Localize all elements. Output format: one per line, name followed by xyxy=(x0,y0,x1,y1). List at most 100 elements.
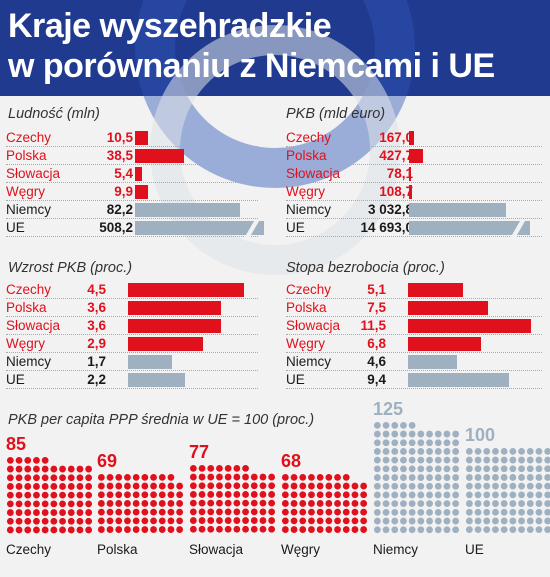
category-label: Węgry xyxy=(286,336,326,351)
dot xyxy=(452,491,460,499)
dot xyxy=(41,465,49,473)
dot xyxy=(250,526,258,534)
dot xyxy=(544,517,550,525)
bar xyxy=(128,355,172,369)
dot xyxy=(526,500,534,507)
category-label: Niemcy xyxy=(286,202,332,217)
ppp-category-label: UE xyxy=(465,542,484,557)
bar-row: Węgry 9,9 xyxy=(6,183,258,201)
dot xyxy=(281,508,289,516)
dot xyxy=(434,430,442,438)
dot xyxy=(334,491,341,499)
row-divider xyxy=(286,164,542,165)
bar xyxy=(408,301,489,315)
dot xyxy=(299,508,307,516)
dot xyxy=(41,482,49,490)
dot xyxy=(67,508,75,516)
dot xyxy=(400,491,407,499)
dot xyxy=(465,447,473,455)
value-label: 3,6 xyxy=(87,318,106,333)
dot xyxy=(373,474,381,481)
value-label: 9,4 xyxy=(367,372,386,387)
dot xyxy=(535,465,543,473)
dot xyxy=(474,474,482,481)
chart-wzrost: Czechy 4,5 Polska 3,6 Słowacja 3,6 Węgry 2,9 Nie… xyxy=(6,281,258,389)
dot xyxy=(316,474,324,481)
row-divider xyxy=(286,298,542,299)
dot xyxy=(115,508,123,516)
dot-grid xyxy=(281,474,368,534)
ppp-value: 69 xyxy=(97,451,118,472)
bar xyxy=(408,319,531,333)
dot xyxy=(373,482,381,490)
dot xyxy=(391,491,399,499)
dot xyxy=(158,508,166,516)
dot xyxy=(50,482,58,490)
dot xyxy=(59,465,66,473)
dot xyxy=(417,447,425,455)
dot xyxy=(281,517,289,525)
dot xyxy=(290,474,298,481)
dot xyxy=(465,517,473,525)
dot xyxy=(150,491,157,499)
dot xyxy=(452,430,460,438)
dot xyxy=(483,508,491,516)
bar xyxy=(408,373,509,387)
dot xyxy=(544,482,550,490)
dot xyxy=(544,508,550,516)
dot xyxy=(67,491,75,499)
dot xyxy=(67,482,75,490)
dot xyxy=(33,508,40,516)
dot xyxy=(509,456,517,464)
dot xyxy=(158,491,166,499)
dot xyxy=(518,447,525,455)
dot xyxy=(334,526,341,534)
dot xyxy=(50,491,58,499)
dot xyxy=(400,508,407,516)
dot xyxy=(299,500,307,507)
panel-title-ppp: PKB per capita PPP średnia w UE = 100 (p… xyxy=(8,412,315,428)
dot xyxy=(290,500,298,507)
bar-row: Węgry 6,8 xyxy=(286,335,542,353)
dot xyxy=(509,482,517,490)
dot xyxy=(544,526,550,534)
value-label: 108,7 xyxy=(379,184,413,199)
dot xyxy=(535,517,543,525)
dot xyxy=(216,500,223,507)
dot xyxy=(452,500,460,507)
dot xyxy=(41,508,49,516)
dot xyxy=(207,474,215,481)
value-label: 6,8 xyxy=(367,336,386,351)
dot xyxy=(391,482,399,490)
dot xyxy=(351,482,359,490)
category-label: Słowacja xyxy=(286,318,341,333)
dot xyxy=(6,500,14,507)
page-title-line2: w porównaniu z Niemcami i UE xyxy=(8,47,495,85)
dot xyxy=(500,456,508,464)
value-label: 427,7 xyxy=(379,148,413,163)
value-label: 508,2 xyxy=(99,220,133,235)
value-label: 2,2 xyxy=(87,372,106,387)
dot xyxy=(33,465,40,473)
dot xyxy=(483,447,491,455)
dot xyxy=(535,491,543,499)
dot xyxy=(132,482,140,490)
dot xyxy=(518,456,525,464)
dot xyxy=(400,421,407,429)
dot xyxy=(382,430,390,438)
axis-break xyxy=(510,219,527,237)
dot xyxy=(59,517,66,525)
dot xyxy=(242,465,249,473)
dot xyxy=(391,500,399,507)
dot xyxy=(124,526,131,534)
dot xyxy=(526,447,534,455)
dot xyxy=(443,465,451,473)
dot xyxy=(373,465,381,473)
dot xyxy=(150,500,157,507)
bar-row: Słowacja 5,4 xyxy=(6,165,258,183)
dot xyxy=(132,491,140,499)
bar-row: UE 2,2 xyxy=(6,371,258,389)
dot xyxy=(299,491,307,499)
dot xyxy=(351,508,359,516)
dot xyxy=(242,474,249,481)
